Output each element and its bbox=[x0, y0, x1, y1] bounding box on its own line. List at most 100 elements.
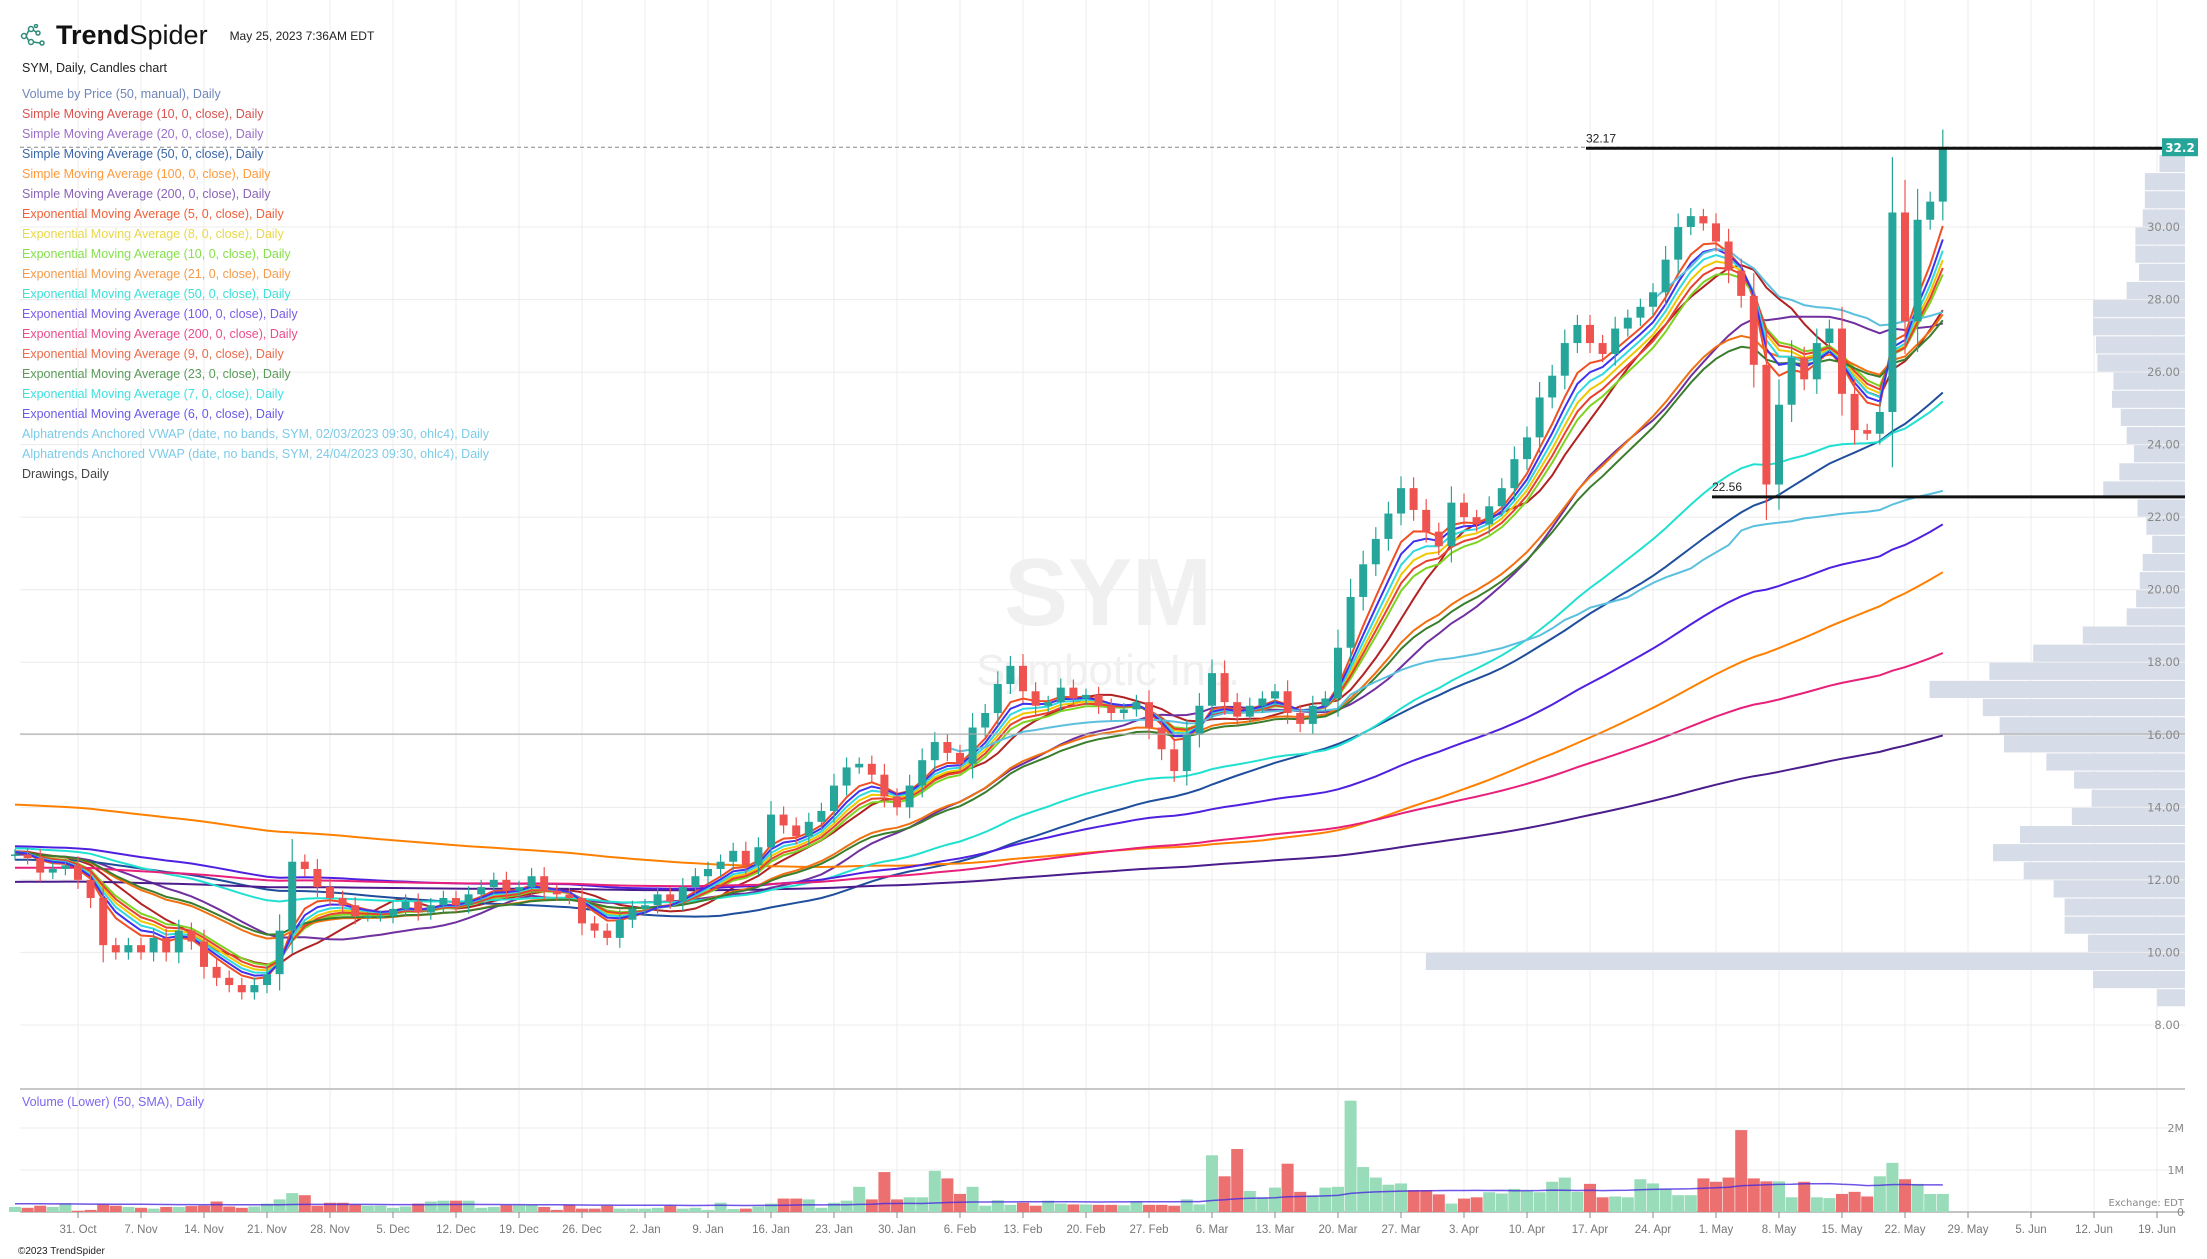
vbp-bar bbox=[1425, 952, 2185, 971]
vbp-bar bbox=[2033, 644, 2185, 662]
legend-item[interactable]: Exponential Moving Average (200, 0, clos… bbox=[22, 327, 298, 341]
candle-body bbox=[326, 887, 334, 898]
candle-body bbox=[578, 897, 586, 924]
legend-item[interactable]: Exponential Moving Average (8, 0, close)… bbox=[22, 227, 284, 241]
vbp-bar bbox=[1989, 662, 2185, 680]
volume-bar bbox=[46, 1206, 59, 1212]
timestamp: May 25, 2023 7:36AM EDT bbox=[229, 28, 375, 43]
vbp-bar bbox=[1982, 699, 2185, 717]
candle bbox=[414, 893, 423, 921]
candle bbox=[1800, 346, 1809, 391]
drawings: 32.17 22.56 bbox=[20, 131, 2185, 735]
legend-item[interactable]: Exponential Moving Average (7, 0, close)… bbox=[22, 387, 284, 401]
candle bbox=[1938, 129, 1947, 221]
candle bbox=[212, 958, 221, 986]
legend-item[interactable]: Simple Moving Average (200, 0, close), D… bbox=[22, 187, 271, 201]
candle-body bbox=[628, 908, 637, 920]
legend-item[interactable]: Exponential Moving Average (10, 0, close… bbox=[22, 247, 291, 261]
ema-5-line bbox=[14, 225, 1944, 980]
volume-bar bbox=[1004, 1204, 1017, 1212]
candle bbox=[1875, 401, 1884, 445]
legend-item[interactable]: Exponential Moving Average (9, 0, close)… bbox=[22, 347, 284, 361]
candle-body bbox=[1233, 702, 1242, 717]
x-tick-label: 15. May bbox=[1822, 1224, 1863, 1236]
volume-bar bbox=[1256, 1197, 1269, 1212]
legend-item[interactable]: Alphatrends Anchored VWAP (date, no band… bbox=[22, 427, 489, 441]
volume-bar bbox=[437, 1200, 450, 1212]
legend-item[interactable]: Exponential Moving Average (100, 0, clos… bbox=[22, 307, 298, 321]
candle-body bbox=[1434, 531, 1443, 547]
ema-10-line bbox=[14, 272, 1944, 967]
candle bbox=[1258, 691, 1267, 714]
candle-body bbox=[1888, 212, 1897, 412]
vbp-bar bbox=[2137, 499, 2185, 517]
candle bbox=[918, 748, 927, 798]
price-axis: 30.00 28.00 26.00 24.00 22.00 20.00 18.00 16.00… bbox=[2108, 138, 2198, 1219]
volume-bar bbox=[1357, 1167, 1370, 1212]
x-tick-label: 5. Jun bbox=[2015, 1224, 2046, 1236]
candle bbox=[1321, 691, 1330, 714]
legend-item[interactable]: Simple Moving Average (20, 0, close), Da… bbox=[22, 127, 264, 141]
volume-bar bbox=[1508, 1188, 1521, 1212]
volume-bar bbox=[324, 1202, 336, 1212]
candle bbox=[48, 862, 57, 879]
volume-bar bbox=[1798, 1181, 1811, 1212]
candle bbox=[1573, 314, 1582, 354]
candle bbox=[704, 861, 712, 884]
volume-bar bbox=[223, 1206, 236, 1212]
candle-body bbox=[74, 865, 82, 880]
candle-body bbox=[1800, 357, 1809, 380]
candle bbox=[1384, 501, 1393, 551]
candle bbox=[389, 901, 397, 924]
legend-item[interactable]: Simple Moving Average (10, 0, close), Da… bbox=[22, 107, 264, 121]
candle-body bbox=[1296, 713, 1305, 724]
volume-bar bbox=[1533, 1192, 1546, 1212]
volume-bar bbox=[1634, 1179, 1647, 1212]
candle-body bbox=[414, 901, 423, 913]
candle bbox=[376, 910, 385, 922]
legend-item[interactable]: Exponential Moving Average (21, 0, close… bbox=[22, 267, 291, 281]
ema-50-line bbox=[14, 400, 1944, 904]
legend-item[interactable]: Volume by Price (50, manual), Daily bbox=[22, 87, 221, 101]
candle-body bbox=[1182, 734, 1191, 772]
candle bbox=[99, 880, 108, 963]
candle bbox=[956, 744, 964, 772]
legend-item[interactable]: Exponential Moving Average (50, 0, close… bbox=[22, 287, 291, 301]
volume-bar bbox=[1407, 1190, 1420, 1212]
volume-bar bbox=[1760, 1181, 1773, 1212]
candle bbox=[729, 842, 738, 870]
candle bbox=[1623, 309, 1632, 337]
candle bbox=[515, 880, 523, 898]
candle bbox=[250, 977, 259, 1000]
candle bbox=[1787, 340, 1796, 422]
candle-body bbox=[1762, 364, 1771, 485]
candle-body bbox=[1283, 691, 1292, 714]
legend-item[interactable]: Alphatrends Anchored VWAP (date, no band… bbox=[22, 447, 489, 461]
volume-bar bbox=[487, 1206, 500, 1212]
legend-item[interactable]: Exponential Moving Average (6, 0, close)… bbox=[22, 407, 284, 421]
candle bbox=[552, 884, 561, 901]
volume-bar bbox=[1710, 1181, 1722, 1212]
x-tick-label: 19. Jun bbox=[2138, 1224, 2176, 1236]
candle bbox=[767, 800, 775, 861]
legend-item[interactable]: Exponential Moving Average (23, 0, close… bbox=[22, 367, 291, 381]
candle-body bbox=[1560, 343, 1569, 376]
volume-bar bbox=[198, 1205, 210, 1212]
legend-item[interactable]: Exponential Moving Average (5, 0, close)… bbox=[22, 207, 284, 221]
candle-body bbox=[23, 854, 32, 859]
volume-bar bbox=[1823, 1198, 1836, 1212]
legend-item[interactable]: Drawings, Daily bbox=[22, 467, 109, 481]
ema-9-line bbox=[14, 266, 1944, 969]
candle bbox=[1472, 509, 1481, 532]
candle bbox=[1611, 316, 1620, 366]
volume-bar bbox=[1269, 1187, 1281, 1212]
candle-body bbox=[36, 858, 45, 873]
copyright: ©2023 TrendSpider bbox=[18, 1246, 105, 1257]
candle bbox=[565, 888, 574, 905]
legend-item[interactable]: Simple Moving Average (100, 0, close), D… bbox=[22, 167, 271, 181]
candle bbox=[86, 869, 95, 908]
candle bbox=[313, 859, 322, 898]
watermark-symbol: SYM bbox=[1004, 539, 1212, 646]
legend-item[interactable]: Simple Moving Average (50, 0, close), Da… bbox=[22, 147, 264, 161]
